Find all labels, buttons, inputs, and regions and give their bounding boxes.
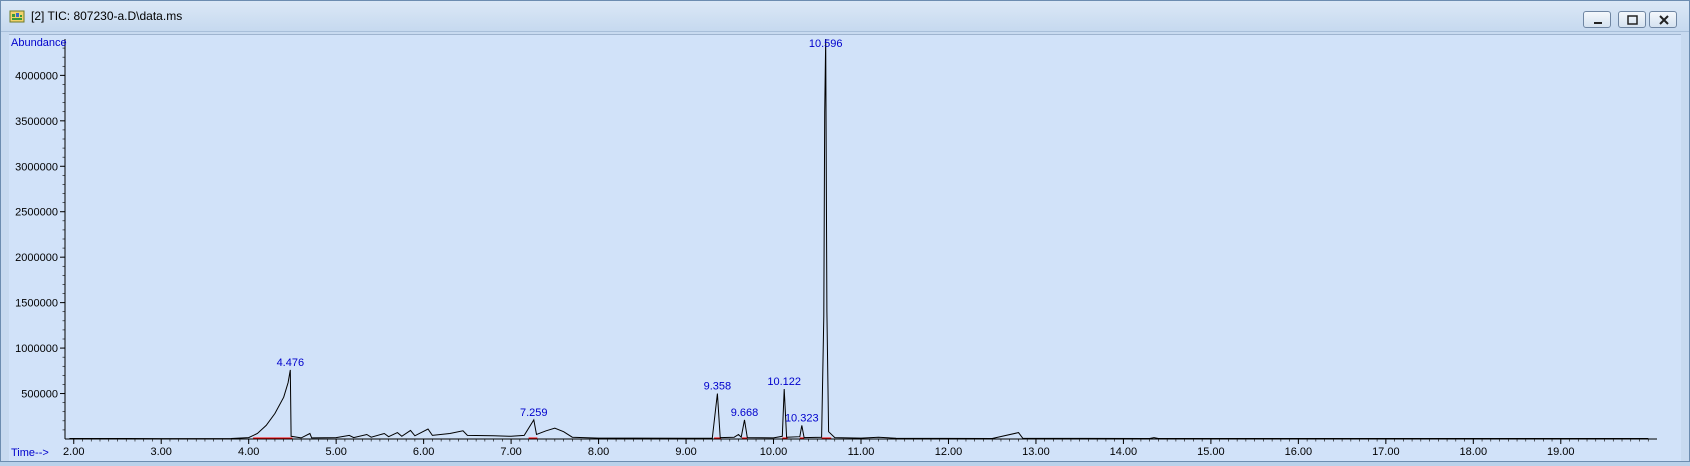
title-bar[interactable]: [2] TIC: 807230-a.D\data.ms: [1, 1, 1689, 32]
peak-label: 10.323: [785, 412, 819, 424]
x-tick-label: 11.00: [848, 446, 875, 458]
x-tick-label: 14.00: [1110, 446, 1138, 458]
chart-ticks: 2.00 3.00 4.00 5.00 6.00 7.00 8.00 9.00 10.00 11.…: [15, 47, 1649, 458]
close-button[interactable]: [1649, 11, 1677, 28]
y-tick-label: 2000000: [15, 252, 58, 264]
peak-label: 4.476: [277, 357, 305, 369]
peak-label: 9.358: [704, 381, 732, 393]
close-icon: [1659, 15, 1669, 25]
x-tick-label: 5.00: [325, 446, 346, 458]
x-tick-label: 6.00: [413, 446, 434, 458]
x-tick-label: 2.00: [63, 446, 84, 458]
y-tick-label: 3000000: [15, 161, 58, 173]
x-tick-label: 10.00: [760, 446, 788, 458]
x-tick-label: 15.00: [1197, 446, 1225, 458]
y-tick-label: 1500000: [15, 298, 58, 310]
maximize-button[interactable]: [1618, 11, 1646, 28]
tic-trace-line: [69, 38, 1649, 440]
y-tick-label: 2500000: [15, 207, 58, 219]
x-tick-label: 7.00: [500, 446, 521, 458]
x-tick-label: 16.00: [1285, 446, 1313, 458]
x-tick-label: 12.00: [935, 446, 963, 458]
minimize-button[interactable]: [1583, 11, 1611, 28]
y-tick-label: 1000000: [15, 343, 58, 355]
peak-label: 10.122: [767, 376, 801, 388]
peak-label: 9.668: [731, 407, 759, 419]
peak-label: 7.259: [520, 407, 548, 419]
chart-axes: [64, 39, 1657, 440]
tic-trace: [69, 38, 1649, 440]
y-tick-label: 500000: [21, 389, 58, 401]
x-tick-label: 19.00: [1547, 446, 1575, 458]
chart-area: 2.00 3.00 4.00 5.00 6.00 7.00 8.00 9.00 10.00 11.…: [9, 34, 1681, 461]
x-tick-label: 3.00: [151, 446, 172, 458]
peak-labels: 4.476 7.259 9.358 9.668 10.122 10.323 10.596: [277, 38, 843, 424]
y-tick-label: 4000000: [15, 70, 58, 82]
window-title: [2] TIC: 807230-a.D\data.ms: [31, 9, 183, 23]
y-tick-label: 3500000: [15, 116, 58, 128]
minimize-icon: [1594, 22, 1602, 24]
chromatogram-app-icon: [9, 10, 25, 23]
x-tick-label: 9.00: [675, 446, 696, 458]
y-axis-label: Abundance: [11, 37, 67, 49]
x-tick-label: 4.00: [238, 446, 259, 458]
x-axis-label: Time-->: [11, 447, 49, 459]
x-tick-label: 8.00: [588, 446, 609, 458]
x-tick-label: 18.00: [1460, 446, 1488, 458]
chromatogram-chart: 2.00 3.00 4.00 5.00 6.00 7.00 8.00 9.00 10.00 11.…: [11, 37, 1657, 459]
x-tick-label: 17.00: [1372, 446, 1400, 458]
x-tick-label: 13.00: [1022, 446, 1050, 458]
peak-label: 10.596: [809, 38, 843, 50]
maximize-icon: [1627, 15, 1638, 25]
